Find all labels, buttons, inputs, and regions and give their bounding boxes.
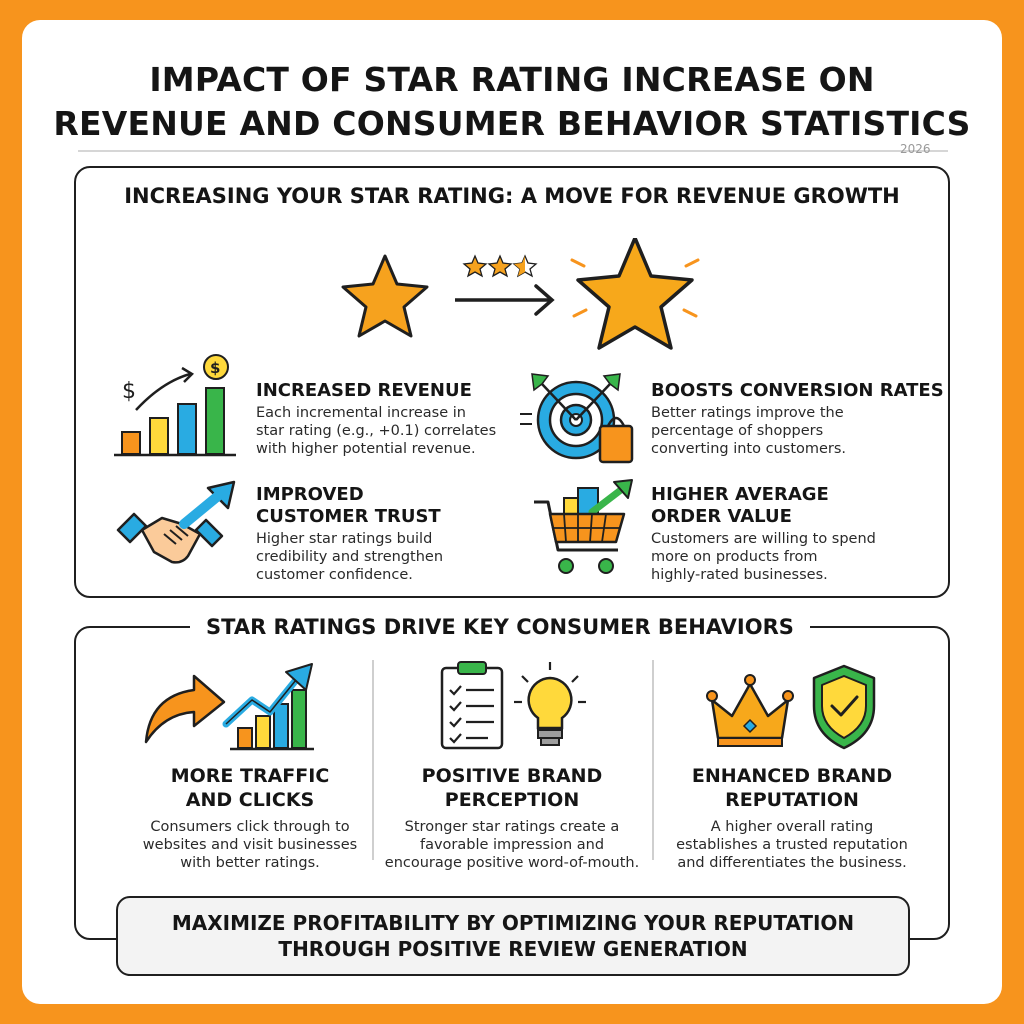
infographic-card bbox=[22, 20, 1002, 1004]
arrow-right-icon bbox=[455, 284, 555, 316]
conversion-rates-description: Better ratings improve the percentage of… bbox=[651, 405, 847, 457]
conversion-rates-title: BOOSTS CONVERSION RATES bbox=[651, 380, 944, 401]
crown-shield-icon bbox=[706, 664, 876, 750]
large-star-icon bbox=[570, 238, 700, 350]
order-value-title: HIGHER AVERAGE ORDER VALUE bbox=[651, 484, 829, 527]
handshake-icon bbox=[116, 480, 236, 564]
call-to-action-box bbox=[116, 896, 910, 976]
customer-trust-title: IMPROVED CUSTOMER TRUST bbox=[256, 484, 441, 527]
column-divider bbox=[652, 660, 654, 860]
more-traffic-title: MORE TRAFFIC AND CLICKS bbox=[170, 765, 330, 811]
title-divider bbox=[78, 150, 948, 152]
order-value-description: Customers are willing to spend more on p… bbox=[651, 531, 876, 583]
brand-perception-description: Stronger star ratings create a favorable… bbox=[384, 819, 640, 871]
brand-perception-title: POSITIVE BRAND PERCEPTION bbox=[421, 765, 603, 811]
customer-trust-description: Higher star ratings build credibility an… bbox=[256, 531, 444, 583]
revenue-growth-panel bbox=[74, 166, 950, 598]
page-title: IMPACT OF STAR RATING INCREASE ON REVENU… bbox=[0, 58, 1024, 146]
small-star-icon bbox=[341, 254, 429, 338]
title-line-2: REVENUE AND CONSUMER BEHAVIOR STATISTICS bbox=[53, 104, 971, 143]
increased-revenue-description: Each incremental increase in star rating… bbox=[256, 405, 497, 457]
title-line-1: IMPACT OF STAR RATING INCREASE ON bbox=[149, 60, 875, 99]
brand-reputation-title: ENHANCED BRAND REPUTATION bbox=[691, 765, 893, 811]
star-upgrade-graphic bbox=[341, 238, 700, 350]
svg-text:$: $ bbox=[210, 359, 220, 377]
section-1-title: INCREASING YOUR STAR RATING: A MOVE FOR … bbox=[124, 184, 900, 208]
increased-revenue-title: INCREASED REVENUE bbox=[256, 380, 472, 401]
shopping-cart-icon bbox=[534, 479, 633, 574]
section-2-title: STAR RATINGS DRIVE KEY CONSUMER BEHAVIOR… bbox=[190, 612, 810, 642]
svg-text:$: $ bbox=[122, 379, 136, 404]
more-traffic-description: Consumers click through to websites and … bbox=[142, 819, 358, 871]
checklist-lightbulb-icon bbox=[440, 661, 586, 750]
year-label: 2026 bbox=[900, 142, 931, 156]
target-bag-icon bbox=[520, 373, 634, 464]
brand-reputation-description: A higher overall rating establishes a tr… bbox=[676, 819, 908, 871]
column-divider bbox=[372, 660, 374, 860]
traffic-growth-icon bbox=[144, 663, 314, 751]
revenue-chart-icon: $ $ bbox=[114, 354, 236, 457]
call-to-action-text: MAXIMIZE PROFITABILITY BY OPTIMIZING YOU… bbox=[171, 911, 855, 961]
mini-rating-stars-icon bbox=[462, 254, 538, 278]
